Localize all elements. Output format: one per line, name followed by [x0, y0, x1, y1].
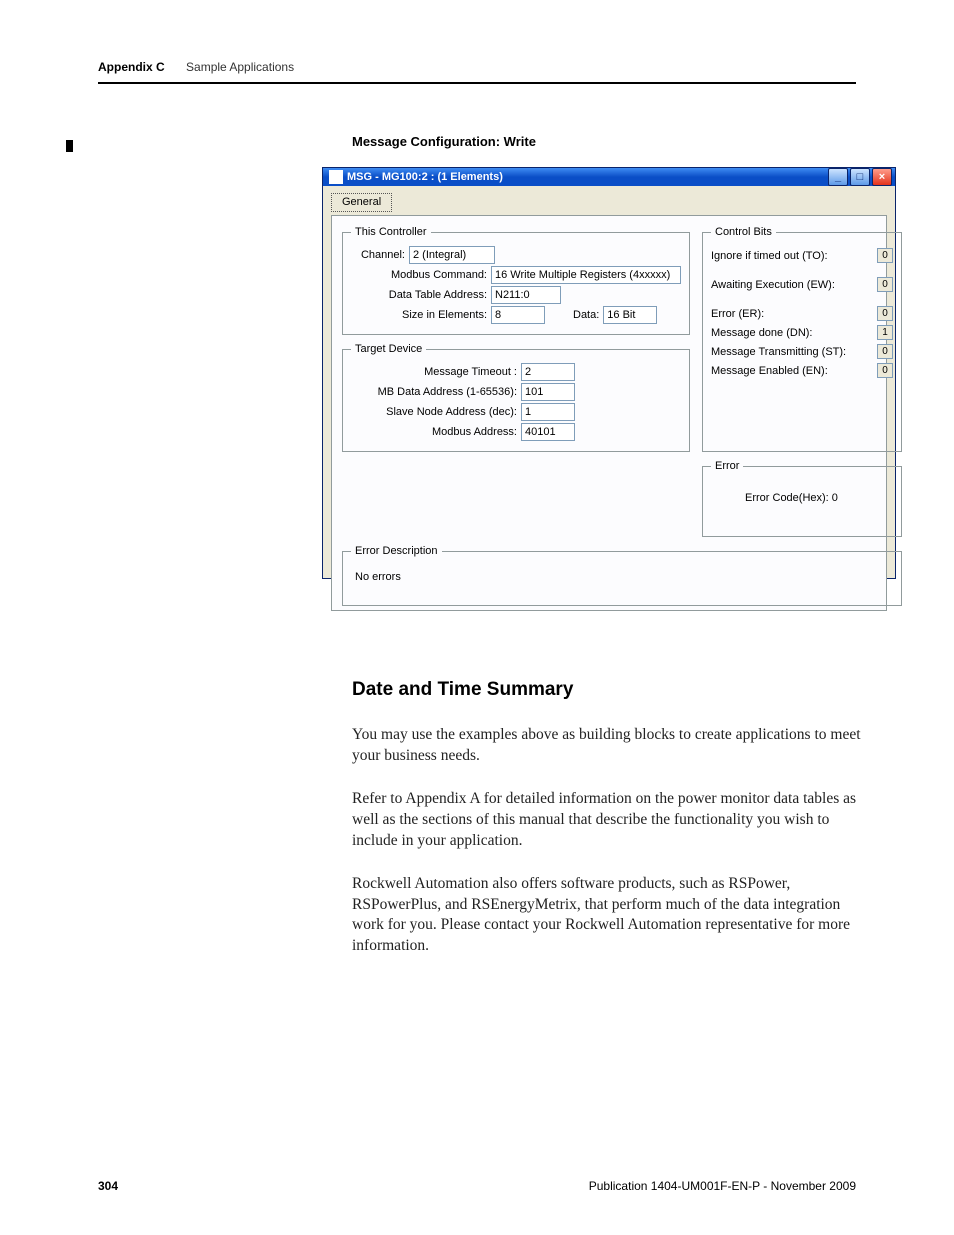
page-footer: 304 Publication 1404-UM001F-EN-P - Novem…	[98, 1179, 856, 1193]
legend-bits: Control Bits	[711, 226, 776, 238]
channel-combo[interactable]	[409, 246, 495, 264]
modbus-addr-display	[521, 423, 575, 441]
label-bit-dn: Message done (DN):	[711, 327, 813, 339]
side-marker	[66, 140, 73, 152]
bit-ew[interactable]: 0	[877, 277, 893, 292]
title-bar: MSG - MG100:2 : (1 Elements) _ □ ×	[323, 168, 895, 186]
label-data-table: Data Table Address:	[351, 289, 491, 301]
bit-to[interactable]: 0	[877, 248, 893, 263]
group-error: Error Error Code(Hex): 0	[702, 460, 902, 537]
figure-title: Message Configuration: Write	[352, 134, 862, 149]
label-channel: Channel:	[351, 249, 409, 261]
label-bit-er: Error (ER):	[711, 308, 764, 320]
body-paragraph-2: Refer to Appendix A for detailed informa…	[352, 789, 862, 852]
bit-er[interactable]: 0	[877, 306, 893, 321]
bit-dn[interactable]: 1	[877, 325, 893, 340]
group-target-device: Target Device Message Timeout : MB Data …	[342, 343, 690, 452]
close-button[interactable]: ×	[872, 168, 892, 186]
label-timeout: Message Timeout :	[351, 366, 521, 378]
appendix-label: Appendix C	[98, 60, 165, 74]
minimize-button[interactable]: _	[828, 168, 848, 186]
maximize-button[interactable]: □	[850, 168, 870, 186]
error-code: Error Code(Hex): 0	[745, 492, 893, 504]
label-mb-addr: MB Data Address (1-65536):	[351, 386, 521, 398]
data-table-input[interactable]	[491, 286, 561, 304]
chapter-label: Sample Applications	[186, 60, 294, 74]
page-number: 304	[98, 1179, 118, 1193]
label-slave: Slave Node Address (dec):	[351, 406, 521, 418]
group-control-bits: Control Bits Ignore if timed out (TO): 0…	[702, 226, 902, 452]
legend-controller: This Controller	[351, 226, 431, 238]
bit-st[interactable]: 0	[877, 344, 893, 359]
legend-target: Target Device	[351, 343, 426, 355]
publication-id: Publication 1404-UM001F-EN-P - November …	[589, 1179, 856, 1193]
bit-en[interactable]: 0	[877, 363, 893, 378]
label-bit-to: Ignore if timed out (TO):	[711, 250, 828, 262]
group-error-description: Error Description No errors	[342, 545, 902, 606]
label-bit-ew: Awaiting Execution (EW):	[711, 279, 835, 291]
slave-input[interactable]	[521, 403, 575, 421]
window-title: MSG - MG100:2 : (1 Elements)	[347, 171, 503, 183]
section-title: Date and Time Summary	[352, 679, 862, 701]
error-desc-text: No errors	[351, 563, 893, 597]
data-combo[interactable]	[603, 306, 657, 324]
dialog-window: MSG - MG100:2 : (1 Elements) _ □ × Gener…	[322, 167, 896, 579]
label-modbus-addr: Modbus Address:	[351, 426, 521, 438]
modbus-cmd-combo[interactable]	[491, 266, 681, 284]
label-bit-st: Message Transmitting (ST):	[711, 346, 846, 358]
label-data: Data:	[573, 309, 599, 321]
legend-error: Error	[711, 460, 743, 472]
header-rule	[98, 82, 856, 84]
tab-general[interactable]: General	[331, 193, 392, 212]
timeout-input[interactable]	[521, 363, 575, 381]
size-input[interactable]	[491, 306, 545, 324]
app-icon	[329, 170, 343, 184]
legend-desc: Error Description	[351, 545, 442, 557]
label-modbus-cmd: Modbus Command:	[351, 269, 491, 281]
group-this-controller: This Controller Channel: Modbus Command:…	[342, 226, 690, 335]
mb-addr-input[interactable]	[521, 383, 575, 401]
page-header: Appendix C Sample Applications	[98, 60, 856, 74]
body-paragraph-3: Rockwell Automation also offers software…	[352, 874, 862, 958]
body-paragraph-1: You may use the examples above as buildi…	[352, 725, 862, 767]
label-bit-en: Message Enabled (EN):	[711, 365, 828, 377]
label-size: Size in Elements:	[351, 309, 491, 321]
